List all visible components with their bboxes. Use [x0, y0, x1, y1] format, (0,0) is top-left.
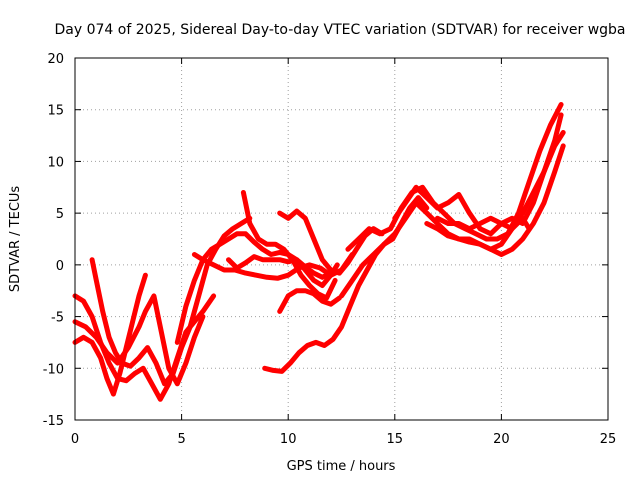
- y-tick-label: -5: [51, 311, 64, 326]
- x-tick-label: 5: [177, 432, 185, 447]
- series-trace-9: [226, 254, 334, 280]
- series-trace-14: [392, 112, 564, 237]
- y-axis: -15 -10 -5 0 5 10 15 20: [43, 52, 608, 429]
- y-tick-label: 10: [47, 155, 64, 170]
- chart-title: Day 074 of 2025, Sidereal Day-to-day VTE…: [54, 22, 625, 38]
- x-axis: 0 5 10 15 20 25: [71, 58, 616, 447]
- x-tick-label: 15: [387, 432, 404, 447]
- y-tick-label: 5: [56, 207, 64, 222]
- plot-frame: [74, 57, 609, 421]
- y-tick-label: 20: [47, 52, 64, 67]
- x-tick-label: 0: [71, 432, 79, 447]
- y-tick-label: -15: [43, 414, 64, 429]
- series-trace-10: [277, 288, 342, 314]
- series-trace-2: [72, 272, 148, 397]
- series-trace-3: [72, 293, 206, 387]
- x-axis-label: GPS time / hours: [287, 459, 396, 474]
- y-axis-label: SDTVAR / TECUs: [8, 186, 23, 293]
- series-group: [72, 102, 566, 402]
- x-tick-label: 25: [600, 432, 617, 447]
- y-tick-label: -10: [43, 362, 64, 377]
- series-trace-15: [424, 143, 566, 257]
- series-trace-4: [89, 215, 253, 387]
- y-tick-label: 0: [56, 259, 64, 274]
- series-trace-6: [191, 252, 355, 281]
- x-tick-label: 20: [493, 432, 510, 447]
- y-tick-label: 15: [47, 104, 64, 119]
- x-tick-label: 10: [280, 432, 297, 447]
- series-trace-16: [434, 215, 532, 232]
- series-trace-7: [240, 190, 338, 301]
